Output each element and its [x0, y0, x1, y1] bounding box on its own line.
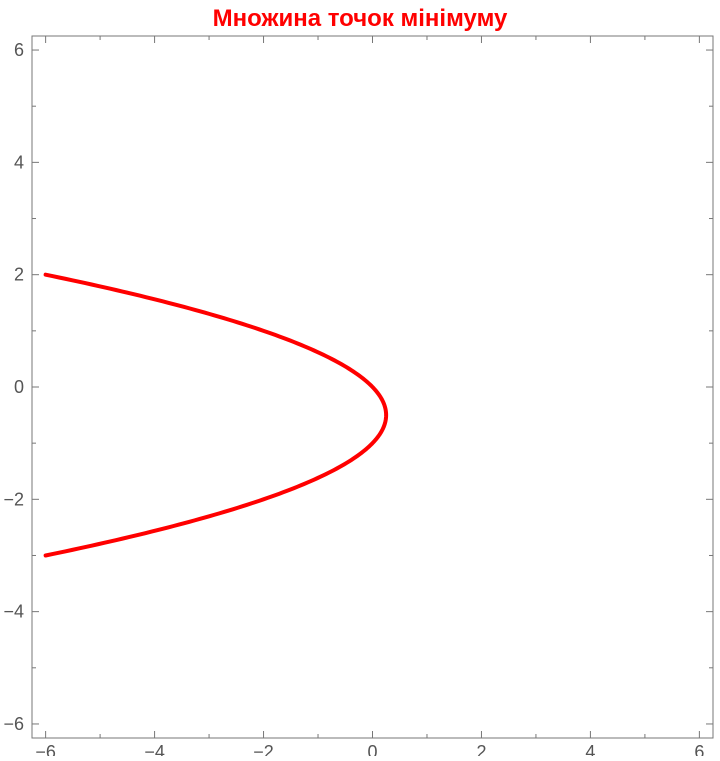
ticks-layer: [32, 36, 713, 738]
y-tick-label: −4: [3, 602, 24, 622]
y-tick-label: 6: [14, 40, 24, 60]
series-line-min-set: [43, 272, 389, 558]
x-tick-label: −2: [253, 742, 274, 756]
series-layer: [43, 272, 389, 558]
x-tick-label: −4: [144, 742, 165, 756]
y-tick-label: 4: [14, 152, 24, 172]
x-tick-label: 2: [476, 742, 486, 756]
y-tick-label: 2: [14, 265, 24, 285]
x-tick-label: 4: [585, 742, 595, 756]
x-tick-label: 0: [367, 742, 377, 756]
tick-labels-layer: −6 −6 −4 −4 −2 −2 0 0 2 2 4 4 6 6: [3, 40, 704, 761]
x-tick-label: 6: [694, 742, 704, 756]
y-tick-label: −6: [3, 714, 24, 734]
y-tick-label: −2: [3, 489, 24, 509]
chart-title: Множина точок мінімуму: [213, 5, 508, 32]
y-tick-label: 0: [14, 377, 24, 397]
x-tick-label: −6: [35, 742, 56, 756]
